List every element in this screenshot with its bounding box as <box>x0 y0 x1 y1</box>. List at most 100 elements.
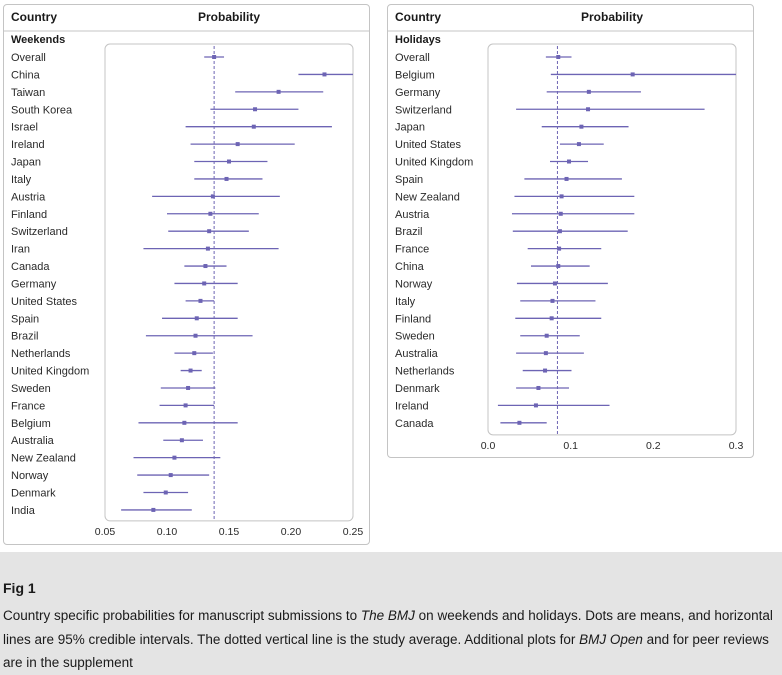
figure-label: Fig 1 <box>3 580 36 596</box>
country-label: Switzerland <box>395 104 452 116</box>
country-label: Denmark <box>395 383 440 395</box>
mean-point <box>207 229 212 234</box>
country-label: Ireland <box>395 400 429 412</box>
mean-point <box>543 368 548 373</box>
country-label: Japan <box>395 122 425 134</box>
mean-point <box>536 385 541 390</box>
country-label: United States <box>395 139 462 151</box>
x-tick-label: 0.20 <box>281 526 302 538</box>
mean-point <box>212 55 217 59</box>
mean-point <box>202 281 207 286</box>
mean-point <box>253 107 258 112</box>
x-tick-label: 0.1 <box>563 440 578 452</box>
mean-point <box>586 89 591 94</box>
mean-point <box>564 176 569 181</box>
mean-point <box>168 473 173 478</box>
country-label: France <box>395 244 429 256</box>
country-label: United Kingdom <box>395 157 473 169</box>
country-label: United States <box>11 296 78 308</box>
country-label: Finland <box>395 313 431 325</box>
country-label: Israel <box>11 122 38 134</box>
country-column-header: Country <box>395 10 441 24</box>
mean-point <box>557 229 562 234</box>
country-label: France <box>11 400 45 412</box>
mean-point <box>544 333 549 338</box>
country-label: Norway <box>395 278 433 290</box>
country-label: Norway <box>11 470 49 482</box>
caption-run: and for peer reviews are in the suppleme… <box>3 631 769 671</box>
country-label: Sweden <box>395 331 435 343</box>
country-column-header: Country <box>11 10 57 24</box>
group-label: Holidays <box>395 34 441 46</box>
country-label: Taiwan <box>11 87 45 99</box>
mean-point <box>193 333 198 338</box>
country-label: Germany <box>11 278 57 290</box>
mean-point <box>172 455 177 460</box>
country-label: Netherlands <box>395 366 455 378</box>
probability-column-header: Probability <box>198 10 260 24</box>
mean-point <box>556 55 561 59</box>
mean-point <box>194 316 199 321</box>
holidays-forest-plot: Country Probability Holidays Overall Belgium… <box>388 10 753 452</box>
mean-point <box>235 142 240 147</box>
country-label: Canada <box>395 418 434 430</box>
mean-point <box>186 385 191 390</box>
country-label: New Zealand <box>395 191 460 203</box>
country-label: Overall <box>11 52 46 64</box>
figure-area: Country Probability Weekends Overall China Ta… <box>0 0 782 552</box>
plot-area-frame <box>104 43 354 522</box>
mean-point <box>533 403 538 408</box>
x-tick-label: 0.2 <box>646 440 661 452</box>
country-label: Canada <box>11 261 50 273</box>
mean-point <box>205 246 210 251</box>
mean-point <box>517 420 522 425</box>
mean-point <box>567 159 572 164</box>
country-label: Belgium <box>395 69 435 81</box>
mean-point <box>198 298 203 303</box>
x-tick-label: 0.25 <box>343 526 364 538</box>
country-label: Overall <box>395 52 430 64</box>
weekends-forest-plot: Country Probability Weekends Overall China Ta… <box>4 10 369 538</box>
mean-point <box>558 211 563 216</box>
country-label: Netherlands <box>11 348 71 360</box>
x-tick-label: 0.15 <box>219 526 240 538</box>
x-tick-label: 0.10 <box>157 526 178 538</box>
caption-run: on weekends and holidays. Dots are means… <box>3 608 773 647</box>
country-label: Spain <box>395 174 423 186</box>
country-label: Denmark <box>11 488 56 500</box>
mean-point <box>227 159 231 164</box>
x-tick-label: 0.0 <box>481 440 496 452</box>
country-label: Australia <box>395 348 439 360</box>
group-label: Weekends <box>11 34 65 46</box>
mean-point <box>559 194 564 199</box>
country-label: China <box>395 261 425 273</box>
mean-point <box>192 351 197 356</box>
mean-point <box>552 281 557 286</box>
mean-point <box>543 351 548 356</box>
mean-point <box>630 72 635 77</box>
mean-point <box>550 298 555 303</box>
country-label: Japan <box>11 157 41 169</box>
country-label: Australia <box>11 435 55 447</box>
country-label: Iran <box>11 244 30 256</box>
country-label: Brazil <box>395 226 423 238</box>
country-label: China <box>11 69 41 81</box>
x-tick-label: 0.05 <box>95 526 116 538</box>
country-label: Brazil <box>11 331 39 343</box>
country-label: Sweden <box>11 383 51 395</box>
mean-point <box>276 89 281 94</box>
country-label: Ireland <box>11 139 45 151</box>
mean-point <box>556 264 561 269</box>
mean-point <box>179 438 184 443</box>
country-label: Spain <box>11 313 39 325</box>
caption-run: BMJ Open <box>579 631 643 647</box>
mean-point <box>576 142 581 147</box>
mean-point <box>203 264 208 269</box>
mean-point <box>586 107 591 112</box>
country-label: India <box>11 505 36 517</box>
mean-point <box>163 490 168 495</box>
country-label: Austria <box>11 191 46 203</box>
plot-area-frame <box>487 43 737 436</box>
mean-point <box>208 211 213 216</box>
mean-point <box>579 124 584 129</box>
